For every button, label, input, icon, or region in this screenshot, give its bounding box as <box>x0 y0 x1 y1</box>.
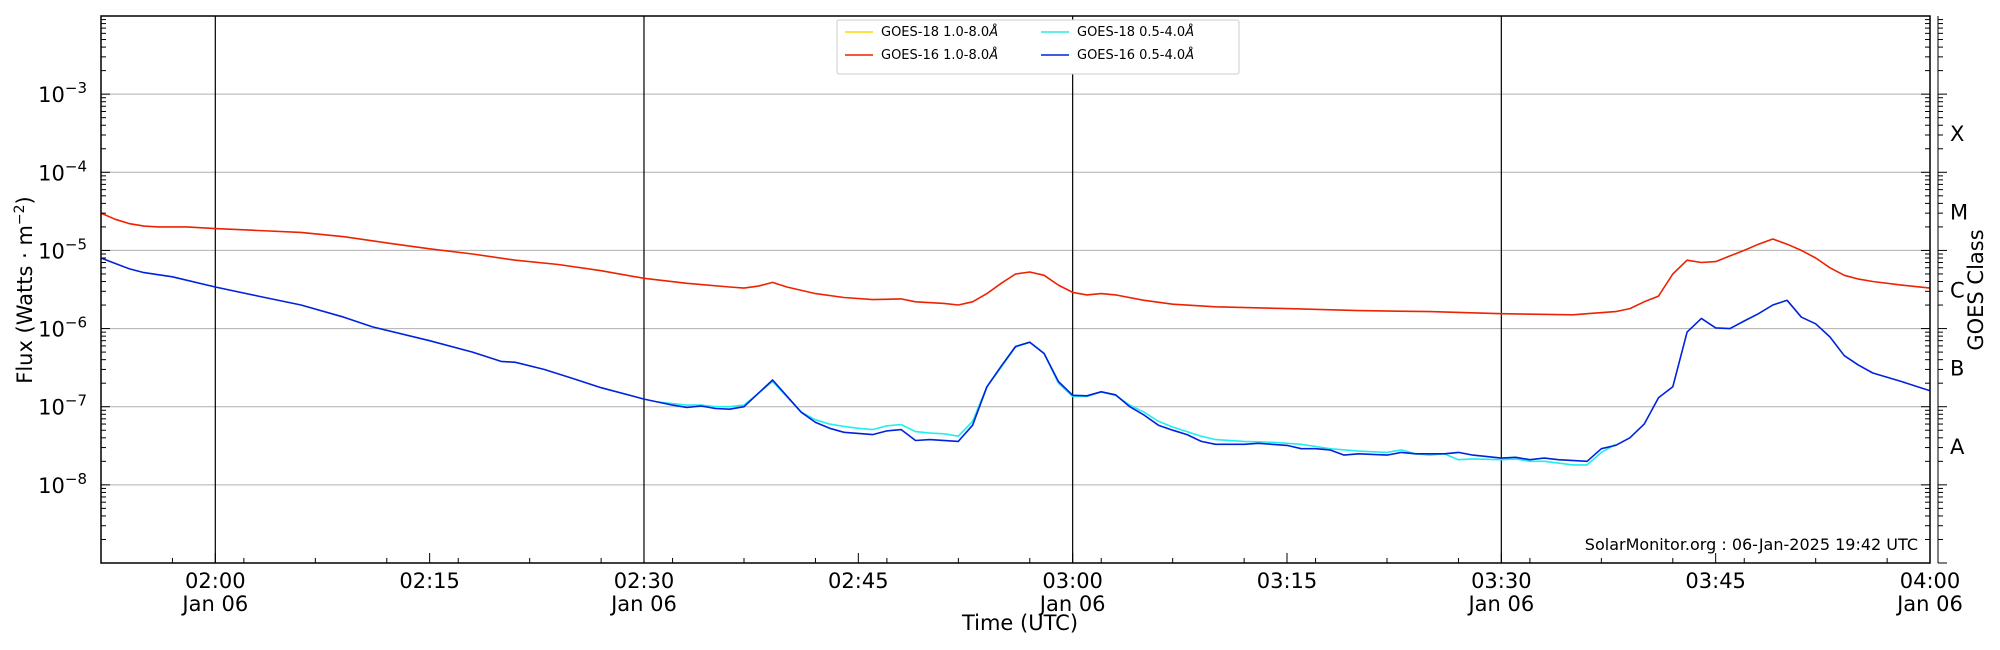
y-tick-mantissa: 10 <box>38 83 65 107</box>
x-tick-date: Jan 06 <box>1038 592 1106 616</box>
x-tick-label: 02:15 <box>399 569 460 593</box>
y-axis-label: Flux (Watts · m−2) <box>12 196 37 384</box>
x-axis-label: Time (UTC) <box>961 611 1078 635</box>
goes-class-label: X <box>1950 122 1964 146</box>
legend-label: GOES-18 1.0-8.0Å <box>881 24 998 40</box>
x-tick-label: 03:15 <box>1257 569 1318 593</box>
legend-label: GOES-16 0.5-4.0Å <box>1077 47 1194 63</box>
y-axis-right-label: GOES Class <box>1964 229 1988 350</box>
y-tick-label: 10−5 <box>38 235 87 263</box>
goes-class-label: B <box>1950 357 1964 381</box>
y-tick-mantissa: 10 <box>38 161 65 185</box>
series-line-2 <box>100 212 1931 316</box>
legend-label-name: GOES-16 0.5-4.0 <box>1077 48 1185 63</box>
y-tick-exponent: −8 <box>65 470 87 488</box>
y-axis-label-main: Flux (Watts · m <box>13 225 37 384</box>
grid-layer <box>101 93 1930 486</box>
x-tick-label: 03:45 <box>1685 569 1746 593</box>
x-tick-label: 02:30 <box>614 569 675 593</box>
x-tick-label: 02:45 <box>828 569 889 593</box>
y-tick-label: 10−8 <box>38 470 87 498</box>
legend-label-name: GOES-18 0.5-4.0 <box>1077 25 1185 40</box>
legend-label-name: GOES-18 1.0-8.0 <box>881 25 989 40</box>
y-tick-mantissa: 10 <box>38 396 65 420</box>
series-line-3 <box>658 341 1616 466</box>
y-tick-label: 10−4 <box>38 157 87 185</box>
y-tick-mantissa: 10 <box>38 318 65 342</box>
y-tick-exponent: −6 <box>65 314 87 332</box>
x-tick-date: Jan 06 <box>609 592 677 616</box>
legend-label-unit: Å <box>988 47 998 63</box>
y-tick-exponent: −5 <box>65 235 87 253</box>
legend-label-unit: Å <box>1184 24 1194 40</box>
legend-label: GOES-18 0.5-4.0Å <box>1077 24 1194 40</box>
labels: Time (UTC) Flux (Watts · m−2) GOES Class… <box>12 196 1988 635</box>
legend-label: GOES-16 1.0-8.0Å <box>881 47 998 63</box>
y-tick-label: 10−3 <box>38 79 87 107</box>
y-tick-exponent: −7 <box>65 392 87 410</box>
x-tick-date: Jan 06 <box>1895 592 1963 616</box>
x-tick-label: 03:00 <box>1042 569 1103 593</box>
x-tick-label: 02:00 <box>185 569 246 593</box>
y-axis-label-close: ) <box>13 196 37 204</box>
y-tick-exponent: −3 <box>65 79 87 97</box>
footer-credit: SolarMonitor.org : 06-Jan-2025 19:42 UTC <box>1585 535 1918 554</box>
legend-label-name: GOES-16 1.0-8.0 <box>881 48 989 63</box>
vertical-lines <box>214 16 1502 563</box>
x-tick-label: 04:00 <box>1900 569 1961 593</box>
x-tick-date: Jan 06 <box>1466 592 1534 616</box>
y-tick-mantissa: 10 <box>38 474 65 498</box>
legend-label-unit: Å <box>988 24 998 40</box>
y-axis-label-exponent: −2 <box>12 204 28 225</box>
y-tick-label: 10−7 <box>38 392 87 420</box>
legend-box <box>836 19 1240 75</box>
x-tick-label: 03:30 <box>1471 569 1532 593</box>
goes-class-label: M <box>1950 200 1968 224</box>
legend-label-unit: Å <box>1184 47 1194 63</box>
y-tick-label: 10−6 <box>38 314 87 342</box>
x-tick-date: Jan 06 <box>180 592 248 616</box>
y-tick-mantissa: 10 <box>38 239 65 263</box>
series-line-4 <box>100 257 1931 463</box>
plot-frame <box>100 15 1931 564</box>
series-layer <box>100 212 1931 466</box>
goes-class-label: C <box>1950 279 1965 303</box>
y-tick-exponent: −4 <box>65 157 87 175</box>
goes-class-label: A <box>1950 435 1965 459</box>
